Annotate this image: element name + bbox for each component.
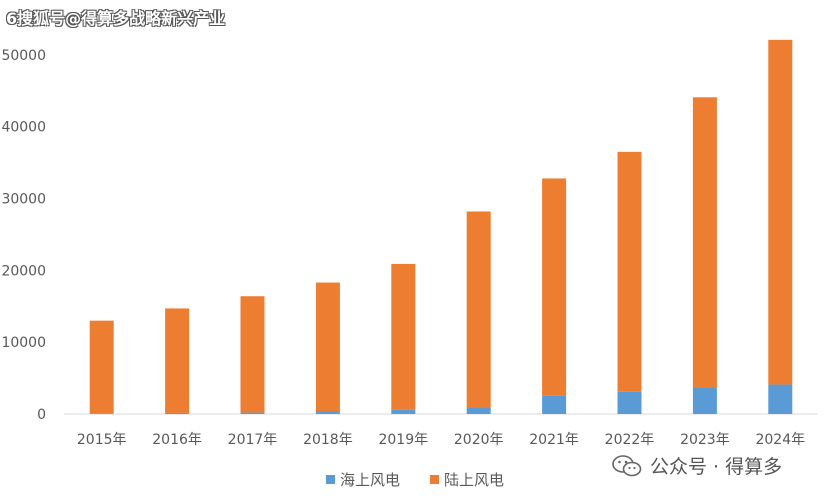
watermark-text: 6搜狐号@得算多战略新兴产业 — [6, 9, 226, 28]
bar-onshore-2023 — [692, 97, 717, 388]
x-tick-label: 2022年 — [605, 432, 655, 448]
bar-offshore-2016 — [165, 412, 190, 414]
y-tick-label: 40000 — [1, 120, 46, 136]
bar-offshore-2022 — [617, 391, 642, 414]
wechat-account-label: 公众号 · 得算多 — [650, 456, 783, 478]
y-tick-label: 0 — [37, 407, 46, 423]
bar-onshore-2020 — [466, 211, 491, 408]
wechat-icon — [612, 454, 642, 476]
x-tick-label: 2017年 — [228, 432, 278, 448]
bar-onshore-2015 — [89, 320, 114, 414]
bar-offshore-2021 — [542, 395, 567, 414]
y-tick-label: 50000 — [1, 48, 46, 64]
y-tick-label: 10000 — [1, 335, 46, 351]
y-axis-ticks: 0 10000 20000 30000 40000 50000 — [1, 48, 46, 423]
legend-label: 海上风电 — [340, 471, 400, 489]
bar-offshore-2024 — [768, 384, 793, 414]
x-tick-label: 2023年 — [680, 432, 730, 448]
legend-swatch — [430, 475, 439, 484]
bar-offshore-2017 — [240, 412, 265, 414]
x-tick-label: 2021年 — [529, 432, 579, 448]
bar-offshore-2020 — [466, 407, 491, 414]
x-tick-label: 2015年 — [77, 432, 127, 448]
x-tick-label: 2016年 — [152, 432, 202, 448]
bar-offshore-2023 — [692, 387, 717, 414]
x-tick-label: 2024年 — [755, 432, 805, 448]
bar-onshore-2016 — [165, 308, 190, 413]
x-tick-label: 2020年 — [454, 432, 504, 448]
bar-onshore-2017 — [240, 296, 265, 413]
bar-onshore-2022 — [617, 151, 642, 392]
bars — [89, 39, 793, 414]
bar-onshore-2019 — [391, 263, 416, 410]
x-tick-label: 2019年 — [378, 432, 428, 448]
y-tick-label: 30000 — [1, 192, 46, 208]
legend-label: 陆上风电 — [444, 471, 504, 489]
legend: 海上风电 陆上风电 — [326, 471, 504, 489]
y-tick-label: 20000 — [1, 263, 46, 279]
bar-offshore-2019 — [391, 409, 416, 414]
bar-offshore-2018 — [315, 411, 340, 414]
bar-onshore-2024 — [768, 39, 793, 385]
bar-offshore-2015 — [89, 413, 114, 414]
bar-onshore-2018 — [315, 282, 340, 412]
x-axis-ticks: 2015年 2016年 2017年 2018年 2019年 2020年 2021年 2022年… — [77, 432, 805, 448]
legend-swatch — [326, 475, 335, 484]
x-tick-label: 2018年 — [303, 432, 353, 448]
bar-onshore-2021 — [542, 178, 567, 396]
wechat-account-badge: 公众号 · 得算多 — [612, 452, 782, 479]
